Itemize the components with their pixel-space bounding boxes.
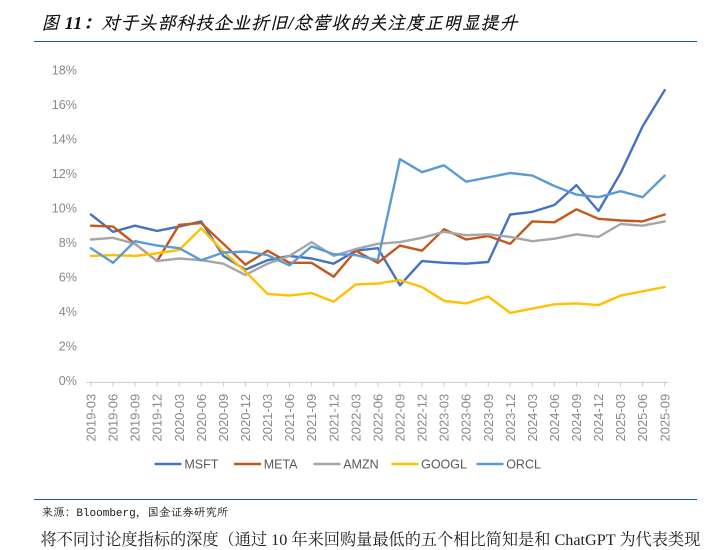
svg-text:2024-03: 2024-03 [525,394,540,442]
svg-text:6%: 6% [59,271,77,285]
svg-text:2019-06: 2019-06 [106,394,121,442]
svg-text:2%: 2% [59,340,77,354]
svg-text:2023-06: 2023-06 [459,394,474,442]
svg-text:2021-09: 2021-09 [304,394,319,442]
svg-text:2024-09: 2024-09 [569,394,584,442]
svg-text:4%: 4% [59,305,77,319]
svg-text:2019-09: 2019-09 [128,394,143,442]
svg-text:2021-03: 2021-03 [260,394,275,442]
svg-text:2025-09: 2025-09 [657,394,672,442]
svg-text:16%: 16% [52,98,77,112]
svg-text:2022-03: 2022-03 [348,394,363,442]
svg-text:2020-12: 2020-12 [238,394,253,442]
svg-text:8%: 8% [59,236,77,250]
svg-text:2023-12: 2023-12 [503,394,518,442]
svg-text:ORCL: ORCL [506,457,541,471]
svg-text:2025-03: 2025-03 [613,394,628,442]
svg-text:2023-09: 2023-09 [481,394,496,442]
svg-text:META: META [264,457,298,471]
svg-text:2024-12: 2024-12 [591,394,606,442]
svg-text:12%: 12% [52,167,77,181]
svg-text:2019-12: 2019-12 [150,394,165,442]
svg-text:2021-12: 2021-12 [326,394,341,442]
svg-text:GOOGL: GOOGL [421,457,467,471]
svg-text:10%: 10% [52,202,77,216]
svg-text:2022-09: 2022-09 [393,394,408,442]
svg-text:MSFT: MSFT [184,457,218,471]
svg-text:18%: 18% [52,63,77,77]
svg-text:2020-03: 2020-03 [172,394,187,442]
svg-text:AMZN: AMZN [343,457,378,471]
svg-text:2022-06: 2022-06 [370,394,385,442]
svg-text:2020-06: 2020-06 [194,394,209,442]
svg-text:0%: 0% [59,374,77,388]
svg-text:2023-03: 2023-03 [437,394,452,442]
svg-text:2019-03: 2019-03 [84,394,99,442]
svg-text:14%: 14% [52,132,77,146]
svg-text:2024-06: 2024-06 [547,394,562,442]
svg-text:2020-09: 2020-09 [216,394,231,442]
svg-text:2021-06: 2021-06 [282,394,297,442]
svg-text:2025-06: 2025-06 [635,394,650,442]
svg-text:2022-12: 2022-12 [415,394,430,442]
